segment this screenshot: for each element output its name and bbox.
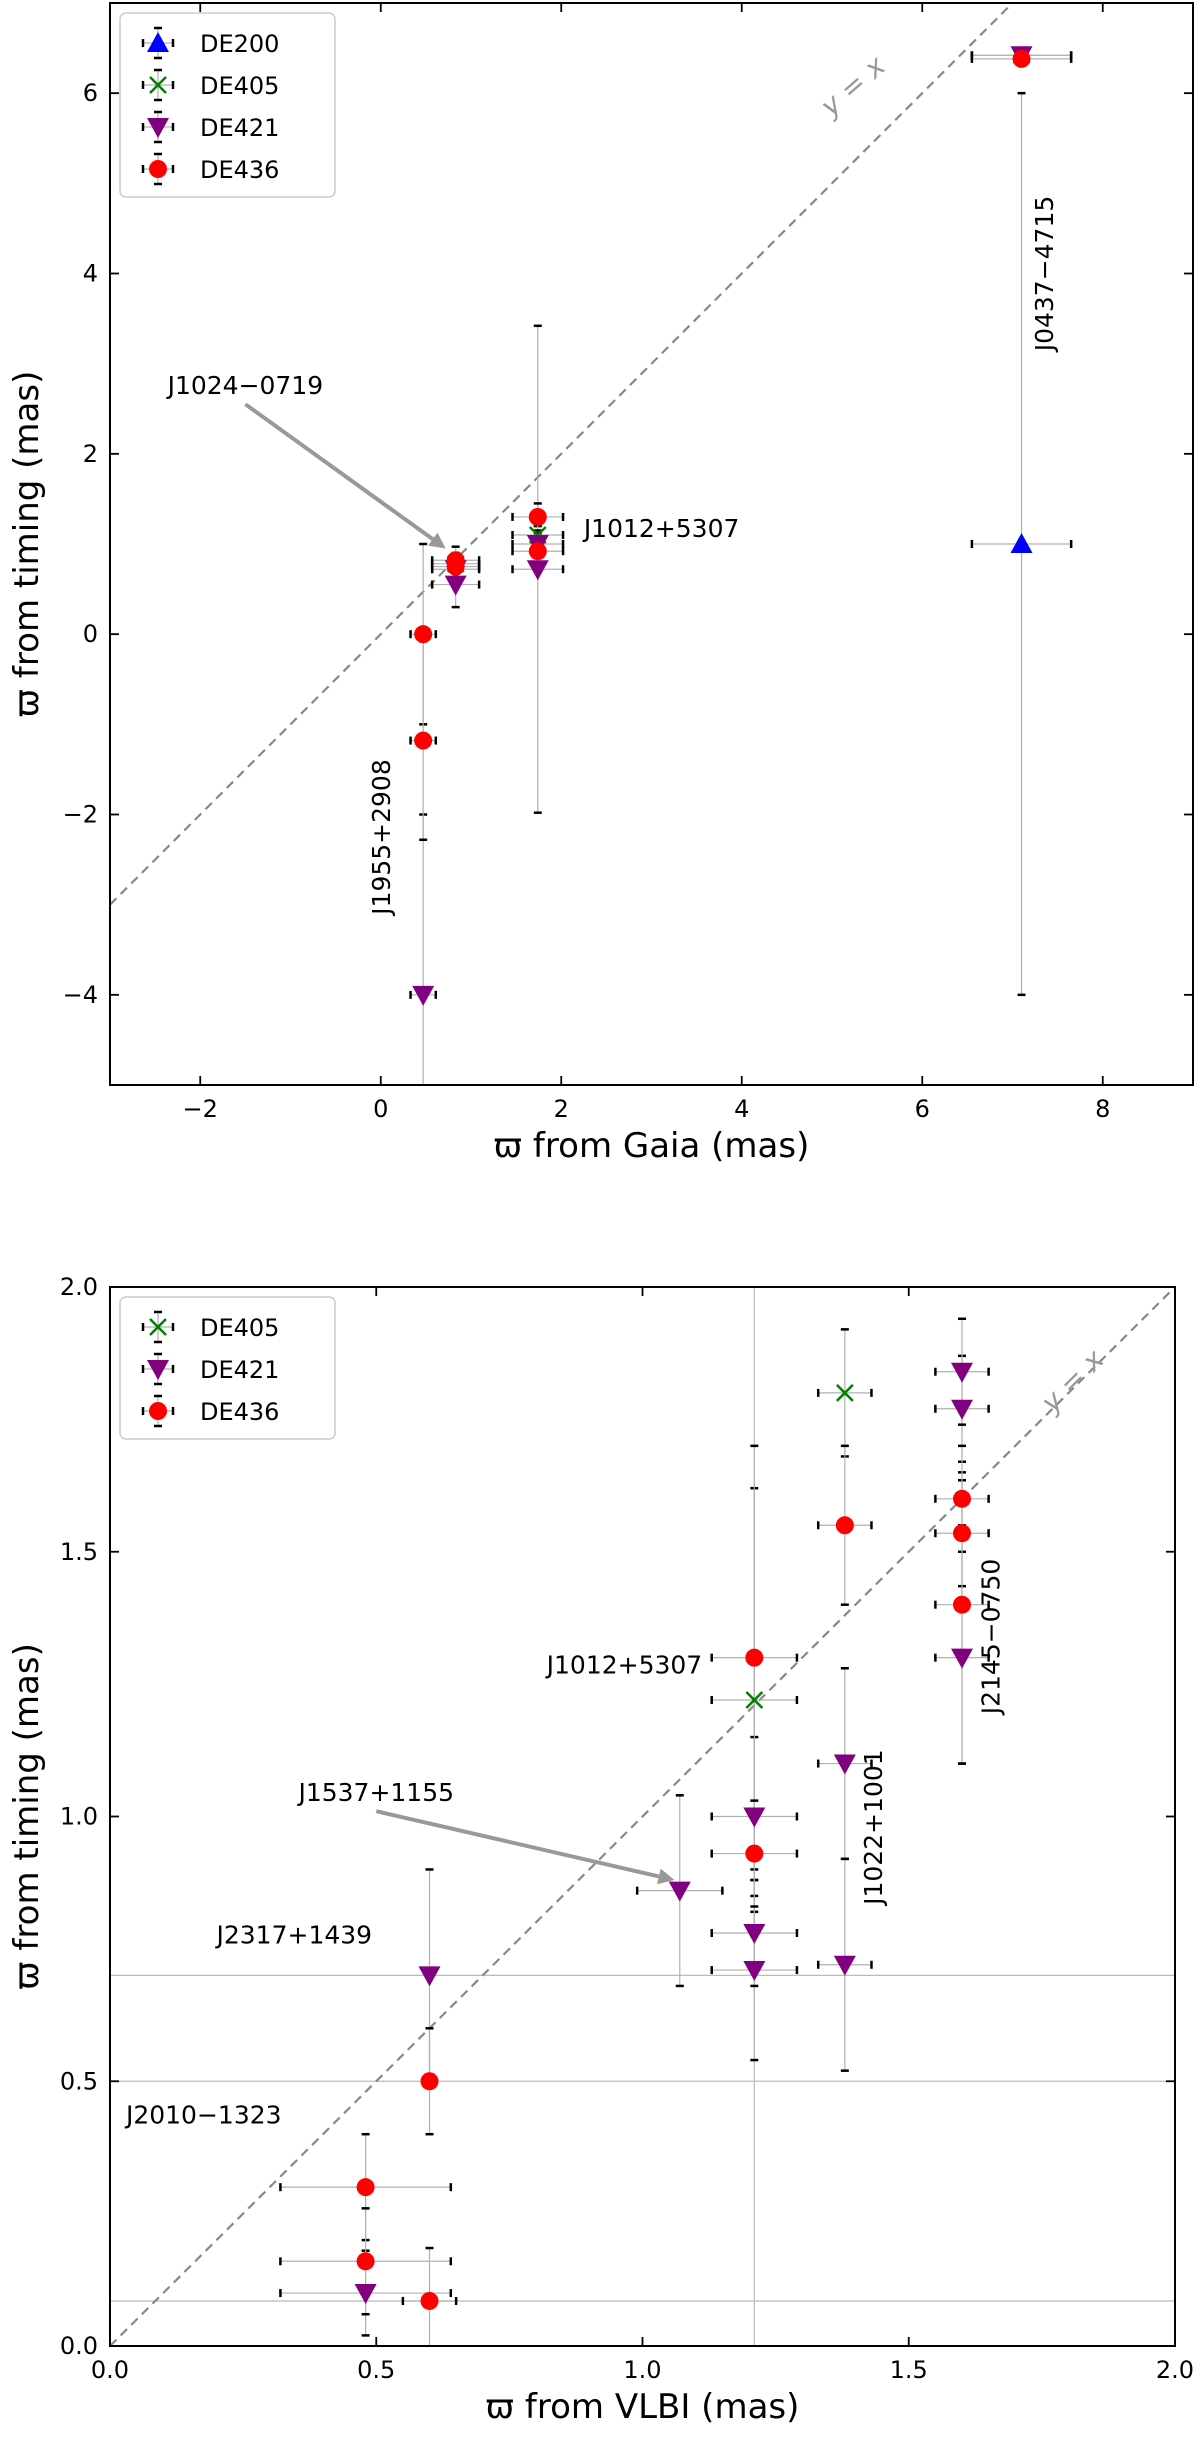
bottom-panel: J1012+5307 J1537+1155 J2317+1439 J2010−1323… [7, 1273, 1194, 2427]
annotation-label: J1012+5307 [582, 514, 740, 543]
legend-label: DE405 [200, 72, 279, 100]
x-tick-label: 0.0 [91, 2356, 129, 2384]
x-tick-label: 4 [734, 1095, 749, 1123]
data-point [835, 1384, 854, 1402]
plot-area [110, 1287, 1175, 2346]
x-tick-label: 0.5 [357, 2356, 395, 2384]
annotation-arrowhead [657, 1868, 675, 1885]
identity-line [110, 1287, 1175, 2346]
data-point [147, 1360, 169, 1380]
data-point [149, 160, 167, 178]
x-tick-label: 1.5 [890, 2356, 928, 2384]
data-point [149, 1402, 167, 1420]
legend-label: DE436 [200, 1398, 279, 1426]
data-point [528, 542, 547, 561]
annotation-label: J1955+2908 [367, 759, 396, 917]
y-tick-label: −2 [63, 801, 98, 829]
data-point [420, 2291, 439, 2310]
data-point [1010, 533, 1033, 553]
legend-label: DE405 [200, 1314, 279, 1342]
data-point [951, 1648, 973, 1669]
annotation-label: J2317+1439 [215, 1921, 373, 1950]
data-point [743, 1807, 766, 1828]
legend-box [119, 12, 336, 198]
data-point [356, 2178, 375, 2197]
y-tick-label: 2.0 [60, 1273, 98, 1301]
data-point [1012, 49, 1031, 68]
data-point [149, 76, 167, 94]
y-tick-label: 1.0 [60, 1803, 98, 1831]
data-point [526, 560, 549, 581]
y-tick-label: 0 [83, 620, 98, 648]
y-tick-label: 4 [83, 260, 98, 288]
annotation-label: J2145−0750 [976, 1559, 1005, 1717]
x-tick-label: 6 [915, 1095, 930, 1123]
data-point [953, 1595, 971, 1614]
legend-label: DE421 [200, 1356, 279, 1384]
y-tick-label: −4 [63, 981, 98, 1009]
annotation-label: J1024−0719 [166, 371, 324, 400]
y-tick-label: 6 [83, 79, 98, 107]
y-axis-label: ϖ from timing (mas) [7, 371, 47, 718]
data-point [147, 32, 169, 52]
data-point [745, 1844, 764, 1863]
legend-label: DE436 [200, 156, 279, 184]
data-point [420, 2072, 439, 2091]
x-axis-label: ϖ from Gaia (mas) [494, 1126, 810, 1166]
data-point [953, 1524, 971, 1543]
annotation-label: J0437−4715 [1030, 196, 1059, 354]
annotation-arrowhead [428, 532, 446, 549]
data-point [147, 118, 169, 138]
legend-label: DE200 [200, 30, 279, 58]
data-point [149, 1318, 167, 1336]
y-axis-label: ϖ from timing (mas) [7, 1643, 47, 1990]
x-tick-label: 1.0 [623, 2356, 661, 2384]
data-point [418, 1966, 441, 1987]
data-point [356, 2252, 375, 2271]
data-point [833, 1955, 856, 1976]
identity-line-label: y = x [813, 49, 892, 124]
annotation-label: J1022+1001 [859, 1749, 888, 1907]
data-point [414, 731, 433, 750]
y-tick-label: 0.5 [60, 2067, 98, 2095]
data-point [446, 551, 465, 570]
x-tick-label: −2 [183, 1095, 218, 1123]
x-tick-label: 2.0 [1156, 2356, 1194, 2384]
data-point [412, 985, 435, 1006]
data-point [414, 625, 433, 644]
data-point [835, 1516, 854, 1535]
identity-line [110, 3, 1014, 906]
top-panel: J1024−0719 J1012+5307 J1955+2908 J0437−4715… [7, 2, 1194, 1166]
legend-box [119, 1296, 336, 1440]
legend-label: DE421 [200, 114, 279, 142]
data-point [951, 1362, 973, 1383]
data-point [745, 1648, 764, 1667]
x-axis-label: ϖ from VLBI (mas) [486, 2387, 800, 2427]
data-point [668, 1881, 691, 1902]
y-tick-label: 0.0 [60, 2332, 98, 2360]
annotation-label: J2010−1323 [124, 2101, 282, 2130]
plot-frame [109, 2, 1194, 1086]
plot-area [110, 3, 1073, 1085]
data-point [354, 2284, 377, 2305]
data-point [743, 1961, 766, 1982]
data-point [833, 1754, 856, 1775]
annotation-arrow [375, 1809, 660, 1879]
x-tick-label: 2 [554, 1095, 569, 1123]
data-point [951, 1399, 973, 1420]
data-point [444, 575, 467, 596]
x-tick-label: 8 [1095, 1095, 1110, 1123]
identity-line-label: y = x [1034, 1343, 1111, 1420]
data-point [528, 507, 547, 526]
data-point [953, 1489, 971, 1508]
annotation-arrow [244, 402, 434, 541]
y-tick-label: 1.5 [60, 1538, 98, 1566]
y-tick-label: 2 [83, 440, 98, 468]
annotation-label: J1537+1155 [296, 1778, 454, 1807]
x-tick-label: 0 [373, 1095, 388, 1123]
annotation-label: J1012+5307 [545, 1651, 703, 1680]
data-point [745, 1691, 764, 1709]
data-point [743, 1923, 766, 1944]
